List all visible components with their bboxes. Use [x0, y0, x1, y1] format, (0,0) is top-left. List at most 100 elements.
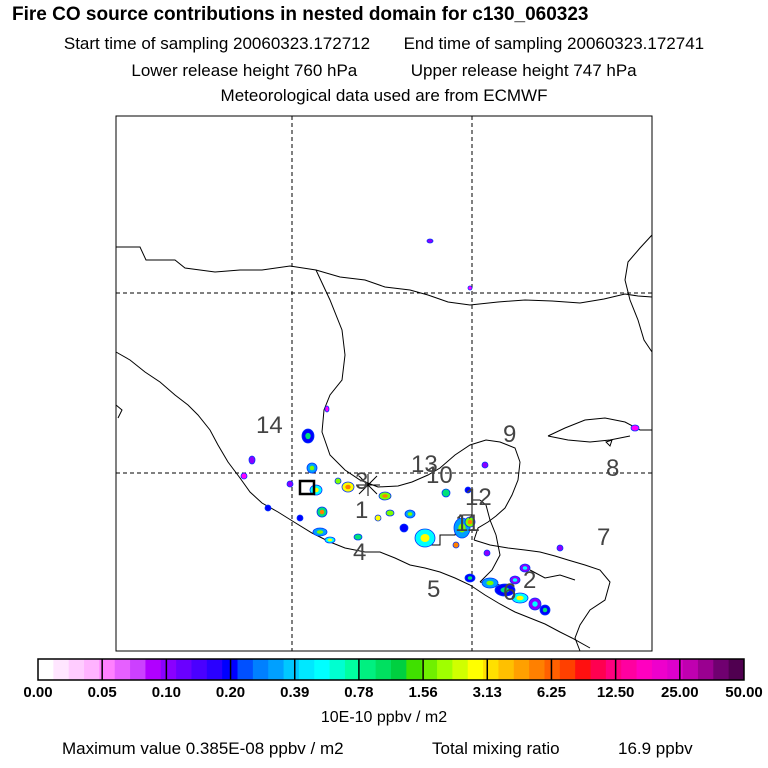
colorbar-tick-label: 6.25	[536, 684, 567, 701]
guatemala-honduras-border	[479, 534, 501, 583]
region-labels: 14 13 10 9 8 3 1 12 11 4 5 2 6 7	[256, 412, 619, 606]
plume-core	[486, 580, 494, 586]
max-value-text: Maximum value 0.385E-08 ppbv / m2	[62, 739, 344, 758]
plume-core	[522, 566, 528, 570]
plume-core	[345, 484, 351, 490]
colorbar-tick-label: 1.56	[408, 684, 438, 701]
plume-core	[512, 578, 518, 582]
plume-core	[316, 530, 324, 534]
plume-blob	[296, 514, 304, 522]
plume-blob	[334, 477, 342, 485]
colorbar-swatch	[252, 659, 269, 680]
plume-blob	[481, 461, 489, 469]
map-frame	[115, 115, 653, 652]
label-13: 13	[411, 451, 438, 478]
colorbar-swatch	[559, 659, 576, 680]
mexico-west-coast	[115, 351, 591, 649]
plume-core	[500, 587, 510, 593]
colorbar-tick-label: 0.05	[87, 684, 117, 701]
colorbar-tick-label: 50.00	[725, 684, 763, 701]
colorbar-swatch	[575, 659, 592, 680]
colorbar-swatch	[130, 659, 146, 680]
colorbar-swatch	[636, 659, 653, 680]
colorbar-swatch	[99, 659, 116, 680]
belize-border	[479, 499, 497, 536]
colorbar-tick-label: 12.50	[596, 684, 635, 701]
plume-contours	[240, 238, 640, 616]
plume-blob	[240, 472, 248, 480]
florida-coast	[624, 234, 653, 353]
colorbar-swatch	[191, 659, 208, 680]
colorbar-swatch	[206, 659, 223, 680]
colorbar-tick-label: 0.10	[151, 684, 181, 701]
release-point-marker	[298, 479, 316, 496]
plume-core	[467, 576, 473, 580]
colorbar-tick-label: 3.13	[472, 684, 502, 701]
plume-blob	[374, 514, 382, 522]
colorbar-swatch	[697, 659, 714, 680]
plume-core	[327, 538, 333, 542]
colorbar-swatch	[713, 659, 730, 680]
plume-core	[542, 607, 548, 613]
start-time-text: Start time of sampling 20060323.172712	[63, 34, 371, 53]
release-heights-line: Lower release height 760 hPa Upper relea…	[0, 61, 768, 81]
colorbar-frame	[37, 658, 745, 681]
colorbar-tick-label: 0.00	[23, 684, 53, 701]
colorbar-swatch	[529, 659, 545, 680]
plume-blob	[353, 533, 363, 541]
plume-core	[309, 465, 315, 471]
plume-core	[532, 601, 538, 607]
cross-marker	[356, 474, 380, 496]
label-12: 12	[465, 484, 492, 511]
colorbar-swatch	[513, 659, 530, 680]
colorbar-swatch	[68, 659, 85, 680]
plume-blob	[286, 480, 294, 488]
colorbar-swatch	[360, 659, 377, 680]
plume-core	[458, 523, 466, 533]
plume-core	[382, 494, 388, 498]
label-6: 6	[503, 579, 516, 606]
cuba-coast	[547, 417, 652, 443]
colorbar-swatch	[145, 659, 162, 680]
plume-blob	[441, 488, 451, 498]
met-data-text: Meteorological data used are from ECMWF	[220, 86, 548, 105]
honduras-nicaragua-border	[529, 569, 576, 581]
colorbar-swatch	[467, 659, 484, 680]
colorbar-swatch	[329, 659, 346, 680]
pacific-islands	[605, 439, 613, 447]
total-mixing-value: 16.9 ppbv	[618, 739, 693, 758]
colorbar-swatch	[590, 659, 607, 680]
plume-blob	[467, 285, 473, 291]
plume-blob	[399, 523, 409, 533]
plume-blob	[385, 509, 395, 517]
plume-core	[305, 432, 311, 440]
plot-title: Fire CO source contributions in nested d…	[12, 4, 589, 25]
sampling-times-line: Start time of sampling 20060323.172712 E…	[0, 34, 768, 54]
plume-blob	[324, 405, 330, 413]
colorbar-swatch	[544, 659, 561, 680]
plume-blob	[483, 549, 491, 557]
label-5: 5	[427, 576, 440, 603]
label-2: 2	[523, 567, 536, 594]
colorbar-swatch	[84, 659, 100, 680]
plume-blob	[264, 504, 272, 512]
label-4: 4	[353, 539, 366, 566]
colorbar-swatch	[498, 659, 515, 680]
plume-blob	[426, 238, 434, 244]
colorbar-swatch	[344, 659, 361, 680]
colorbar-swatch	[237, 659, 254, 680]
plume-blob	[630, 424, 640, 432]
colorbar-swatch	[375, 659, 392, 680]
end-time-text: End time of sampling 20060323.172741	[403, 34, 705, 53]
colorbar-swatch	[605, 659, 622, 680]
label-3: 3	[355, 468, 368, 495]
plume-blob	[452, 541, 460, 549]
label-7: 7	[597, 524, 610, 551]
colorbar-swatch	[283, 659, 300, 680]
colorbar-tick-label: 0.39	[280, 684, 310, 701]
plume-core	[407, 512, 413, 516]
label-14: 14	[256, 412, 283, 439]
colorbar	[37, 658, 745, 681]
gulf-coast	[116, 246, 653, 306]
